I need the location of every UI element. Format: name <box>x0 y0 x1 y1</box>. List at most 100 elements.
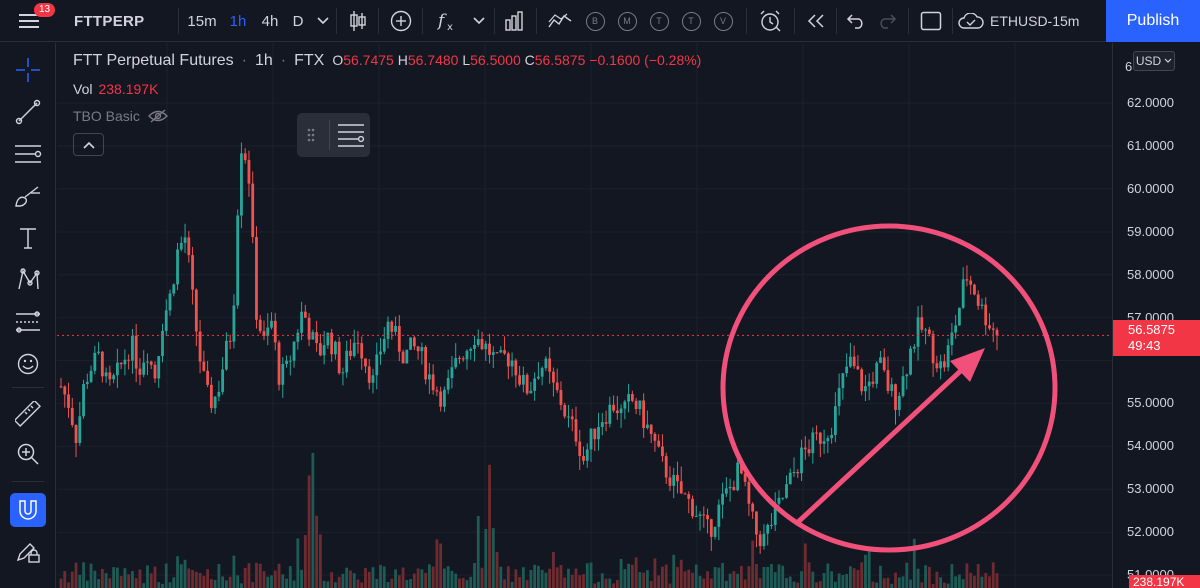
volume-bar <box>897 577 901 588</box>
volume-bar <box>59 578 63 588</box>
candle-body <box>672 474 676 486</box>
volume-bar <box>221 576 225 588</box>
volume-bar <box>796 582 800 588</box>
candle-body <box>191 255 194 290</box>
volume-bar <box>514 569 518 588</box>
buy-button[interactable]: B <box>582 0 608 42</box>
fib-tool[interactable] <box>8 135 48 173</box>
volume-bar <box>615 580 619 588</box>
undo-button[interactable] <box>840 0 872 42</box>
floating-drawing-panel[interactable] <box>297 113 370 157</box>
text-tool[interactable] <box>8 219 48 257</box>
volume-bar <box>288 566 292 588</box>
price-label: 61.0000 <box>1127 137 1174 153</box>
trade-button[interactable]: T <box>646 0 672 42</box>
lock-drawings-tool[interactable] <box>8 533 48 571</box>
volume-bar <box>443 568 446 588</box>
volume-bar <box>935 571 939 588</box>
timeframe-1h[interactable]: 1h <box>229 12 247 30</box>
volume-bar <box>450 570 454 588</box>
price-axis[interactable]: 6 62.0000 61.0000 60.0000 59.0000 58.0000 57.0… <box>1112 43 1200 588</box>
candle-body <box>525 374 529 394</box>
candle-body <box>405 349 409 364</box>
alert-button[interactable] <box>752 0 788 42</box>
candle-body <box>552 371 555 383</box>
crosshair-tool[interactable] <box>8 51 48 89</box>
volume-bar <box>552 551 555 588</box>
trade-button-2[interactable]: T <box>678 0 704 42</box>
volume-bar <box>330 572 334 588</box>
volume-bar <box>965 563 969 588</box>
timeframe-4h[interactable]: 4h <box>261 12 279 30</box>
volume-bar <box>770 564 773 588</box>
volume-bar <box>521 567 525 588</box>
volume-bar <box>676 567 679 588</box>
brush-tool[interactable] <box>8 177 48 215</box>
timeframe-15m[interactable]: 15m <box>187 12 217 30</box>
volume-button[interactable]: V <box>710 0 736 42</box>
timeframe-dropdown[interactable] <box>312 0 334 42</box>
candlestick-chart[interactable] <box>57 43 1112 588</box>
publish-button[interactable]: Publish <box>1106 0 1200 42</box>
volume-bar <box>574 568 578 588</box>
redo-button[interactable] <box>872 0 902 42</box>
replay-button[interactable] <box>800 0 832 42</box>
volume-bar <box>100 569 104 588</box>
pattern-tool[interactable] <box>8 261 48 299</box>
eye-hidden-icon[interactable] <box>147 109 168 123</box>
volume-bar <box>307 475 311 588</box>
volume-label: Vol <box>73 81 93 97</box>
trendline-tool[interactable] <box>8 93 48 131</box>
indicators-dropdown[interactable] <box>466 0 492 42</box>
volume-bar <box>991 562 995 588</box>
volume-bar <box>424 572 428 588</box>
drag-handle-icon[interactable] <box>297 125 325 145</box>
volume-bar <box>262 571 266 588</box>
candle-body <box>371 375 375 383</box>
candle-body <box>627 394 631 402</box>
pattern-icon <box>18 268 40 290</box>
strategy-button[interactable] <box>542 0 578 42</box>
volume-bar <box>146 565 149 588</box>
chart-pane[interactable] <box>57 43 1112 588</box>
zoom-tool[interactable] <box>8 435 48 473</box>
candle-body <box>713 526 717 537</box>
currency-selector[interactable]: USD <box>1133 51 1175 71</box>
compare-symbol-button[interactable] <box>384 0 418 42</box>
volume-bar <box>394 569 397 588</box>
legend-title[interactable]: FTT Perpetual Futures <box>73 52 234 69</box>
financials-button[interactable] <box>498 0 530 42</box>
annotation-circle <box>720 223 1058 553</box>
svg-text:f: f <box>436 11 447 31</box>
drawing-settings-icon[interactable] <box>334 121 368 149</box>
candle-body <box>382 338 386 352</box>
candle-body <box>217 391 221 397</box>
symbol-search-button[interactable]: FTTPERP <box>74 12 145 30</box>
svg-text:x: x <box>447 22 453 32</box>
candle-body <box>555 382 559 391</box>
magnet-mode-toggle[interactable] <box>10 493 46 527</box>
volume-bar <box>82 562 85 588</box>
candle-body <box>751 503 755 512</box>
fullscreen-button[interactable] <box>914 0 948 42</box>
volume-bar <box>758 578 762 588</box>
candle-body <box>266 327 270 337</box>
volume-bar <box>916 568 920 588</box>
ruler-tool[interactable] <box>8 395 48 433</box>
volume-bar <box>653 558 657 588</box>
indicator-legend[interactable]: TBO Basic <box>73 108 168 124</box>
candle-body <box>717 504 721 527</box>
chart-type-button[interactable] <box>342 0 374 42</box>
collapse-legend-button[interactable] <box>73 133 104 156</box>
market-button[interactable]: M <box>614 0 640 42</box>
volume-bar <box>811 571 815 588</box>
volume-bar <box>664 564 668 588</box>
layout-menu-button[interactable]: ETHUSD-15m <box>958 0 1093 42</box>
price-label: 58.0000 <box>1127 266 1174 282</box>
prediction-tool[interactable] <box>8 303 48 341</box>
volume-bar <box>619 558 623 588</box>
emoji-tool[interactable] <box>8 345 48 383</box>
timeframe-d[interactable]: D <box>292 12 304 30</box>
